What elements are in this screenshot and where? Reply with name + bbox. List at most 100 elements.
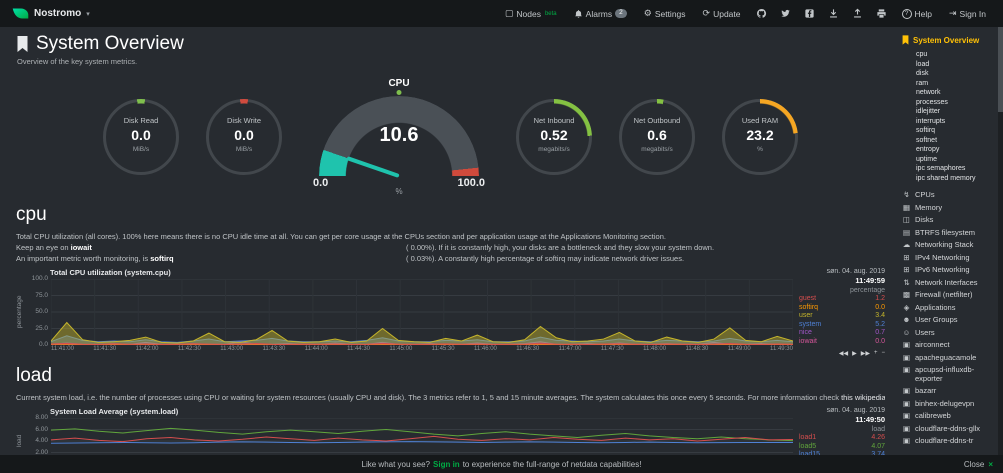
sidebar-section-item[interactable]: ▣ cloudflare-ddns-gllx: [902, 423, 994, 436]
netdata-logo-icon: [12, 8, 29, 19]
wikipedia-link[interactable]: this wikipedia article: [841, 393, 885, 402]
github-button[interactable]: [753, 8, 770, 19]
export-snapshot-button[interactable]: [849, 8, 866, 19]
beta-badge: beta: [544, 10, 557, 17]
legend-series-row[interactable]: iowait 0.0: [799, 338, 885, 347]
sidebar-section-item[interactable]: ⇅ Network Interfaces: [902, 277, 994, 290]
scrollbar-thumb[interactable]: [998, 27, 1003, 112]
chart-toolbox-button[interactable]: ▶▶: [860, 351, 870, 357]
sidebar-section-item[interactable]: ◫ Disks: [902, 214, 994, 227]
sidebar-section-item[interactable]: ⊞ IPv6 Networking: [902, 264, 994, 277]
twitter-button[interactable]: [777, 8, 794, 19]
sidebar-subitem[interactable]: uptime: [916, 155, 938, 163]
sidebar-section-item[interactable]: ▤ BTRFS filesystem: [902, 227, 994, 240]
series-value: 3.4: [875, 312, 885, 319]
page-scrollbar[interactable]: [998, 27, 1003, 473]
sidebar-section-item[interactable]: ▦ Memory: [902, 202, 994, 215]
sidebar-item-system-overview[interactable]: System Overview: [902, 35, 994, 45]
legend-series-list: guest 1.2 softirq 0.0 user 3.4 syst: [799, 295, 885, 346]
sidebar-subitem[interactable]: ipc shared memory: [916, 174, 976, 182]
sidebar-subitem[interactable]: ipc semaphores: [916, 165, 966, 172]
sidebar-section-item[interactable]: ▣ apacheguacamole: [902, 352, 994, 365]
nodes-label: Nodes: [516, 8, 541, 19]
chart-toolbox-button[interactable]: +: [873, 350, 878, 356]
sidebar-section-item[interactable]: ▣ apcupsd-influxdb-exporter: [902, 364, 994, 385]
system-load-chart[interactable]: System Load Average (system.load) load 8…: [16, 407, 885, 455]
x-tick-label: 11:45:00: [389, 346, 413, 352]
sidebar-section-item[interactable]: ☻ User Groups: [902, 314, 994, 327]
chart-plot-area[interactable]: [51, 418, 793, 455]
update-button[interactable]: ⟳ Update: [698, 8, 746, 19]
chart-plot-area[interactable]: [51, 279, 793, 345]
chart-toolbox-button[interactable]: ▶: [852, 351, 857, 357]
cpu-gauge[interactable]: CPU 10.6 0.0 100.0 %: [309, 78, 489, 196]
sidebar-section-item[interactable]: ⊞ IPv4 Networking: [902, 252, 994, 265]
alarms-button[interactable]: Alarms 2: [569, 9, 632, 19]
sidebar-section-item[interactable]: ▣ bazarr: [902, 385, 994, 398]
print-button[interactable]: [873, 8, 890, 19]
chart-toolbox-button[interactable]: −: [881, 350, 885, 356]
sidebar-subitem[interactable]: entropy: [916, 146, 940, 153]
sidebar-subitem[interactable]: softnet: [916, 136, 938, 144]
section-label: airconnect: [915, 340, 950, 349]
sidebar-active-label: System Overview: [913, 35, 980, 45]
cpu-description-2: Keep an eye on iowait ( 0.00%). If it is…: [16, 242, 885, 253]
sidebar-subitem[interactable]: ram: [916, 79, 929, 87]
legend-series-row[interactable]: load1 4.26: [799, 434, 885, 443]
sidebar-section-item[interactable]: ▩ Firewall (netfilter): [902, 289, 994, 302]
easy-pie-gauge[interactable]: Disk Write 0.0 MiB/s: [206, 99, 282, 175]
sidebar-subitem[interactable]: network: [916, 89, 941, 96]
nodes-button[interactable]: ▢ Nodes beta: [500, 8, 562, 19]
cpu-utilization-chart[interactable]: Total CPU utilization (system.cpu) perce…: [16, 268, 885, 357]
banner-close-button[interactable]: Close ×: [964, 460, 993, 469]
banner-signin-link[interactable]: Sign in: [433, 459, 460, 469]
sidebar-subitem[interactable]: processes: [916, 98, 948, 106]
legend-series-row[interactable]: system 5.2: [799, 321, 885, 330]
node-menu-button[interactable]: Nostromo ▾: [12, 7, 90, 20]
sidebar-subitem[interactable]: disk: [916, 70, 929, 77]
gauge-value: 23.2: [746, 127, 774, 143]
legend-series-row[interactable]: softirq 0.0: [799, 304, 885, 313]
easy-pie-gauge[interactable]: Net Inbound 0.52 megabits/s: [516, 99, 592, 175]
page-subtitle: Overview of the key system metrics.: [17, 57, 138, 66]
legend-series-row[interactable]: user 3.4: [799, 312, 885, 321]
legend-series-row[interactable]: load5 4.07: [799, 443, 885, 452]
legend-series-row[interactable]: load15 3.74: [799, 451, 885, 455]
sidebar-section-item[interactable]: ▣ cloudflare-ddns-tr: [902, 435, 994, 448]
chart-toolbox-button[interactable]: ◀◀: [838, 351, 849, 357]
facebook-button[interactable]: [801, 8, 818, 19]
sidebar-subitem[interactable]: idlejitter: [916, 108, 941, 115]
sidebar-section-item[interactable]: ◈ Applications: [902, 302, 994, 315]
sidebar-section-item[interactable]: ▣ airconnect: [902, 339, 994, 352]
sidebar-section-item[interactable]: ☁ Networking Stack: [902, 239, 994, 252]
section-label: apcupsd-influxdb-exporter: [915, 365, 975, 383]
x-tick-label: 11:41:00: [51, 346, 74, 352]
section-icon: ⊞: [903, 252, 910, 262]
easy-pie-gauge[interactable]: Used RAM 23.2 %: [722, 99, 798, 175]
sidebar-section-item[interactable]: ↯ CPUs: [902, 189, 994, 202]
sidebar-section-item[interactable]: ▣ binhex-delugevpn: [902, 398, 994, 411]
legend-series-row[interactable]: nice 0.7: [799, 329, 885, 338]
easy-pie-gauge[interactable]: Disk Read 0.0 MiB/s: [103, 99, 179, 175]
softirq-term: softirq: [150, 254, 174, 263]
easy-pie-gauge[interactable]: Net Outbound 0.6 megabits/s: [619, 99, 695, 175]
sidebar-subitem[interactable]: load: [916, 60, 930, 68]
sidebar-subitem[interactable]: interrupts: [916, 117, 946, 125]
refresh-icon: ⟳: [702, 8, 711, 18]
bookmark-icon: [902, 35, 909, 45]
section-label: binhex-delugevpn: [915, 398, 975, 408]
settings-button[interactable]: ⚙ Settings: [639, 8, 691, 19]
sidebar-section-item[interactable]: ☺ Users: [902, 327, 994, 340]
import-snapshot-button[interactable]: [825, 8, 842, 19]
legend-series-row[interactable]: guest 1.2: [799, 295, 885, 304]
x-tick-label: 11:47:00: [558, 346, 582, 352]
sidebar-section-item[interactable]: ▣ calibreweb: [902, 410, 994, 423]
sidebar-subitem[interactable]: cpu: [916, 51, 928, 58]
banner-text-suffix: to experience the full-range of netdata …: [462, 459, 642, 469]
sidebar-subitem[interactable]: softirq: [916, 127, 936, 134]
signin-button[interactable]: ⇥ Sign In: [944, 8, 991, 19]
help-button[interactable]: ? Help: [897, 8, 937, 19]
y-axis: 100.0 75.0 50.0 25.0 0.0: [26, 275, 51, 347]
gauges-right: Net Inbound 0.52 megabits/s Net Outbound…: [516, 99, 798, 175]
series-value: 5.2: [875, 320, 885, 328]
